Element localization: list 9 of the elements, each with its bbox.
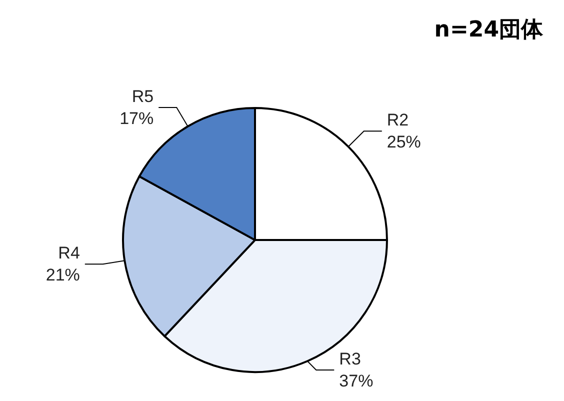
slice-label: R2 <box>386 110 409 130</box>
slice-label: R3 <box>339 350 361 368</box>
data-label: 21% <box>46 266 80 285</box>
slice-label: R4 <box>58 244 80 263</box>
data-label: 17% <box>120 108 154 128</box>
data-label: 25% <box>386 132 421 152</box>
text: n=24団体 <box>434 18 544 42</box>
data-label: 37% <box>339 372 374 390</box>
slice-label: R5 <box>132 86 154 106</box>
